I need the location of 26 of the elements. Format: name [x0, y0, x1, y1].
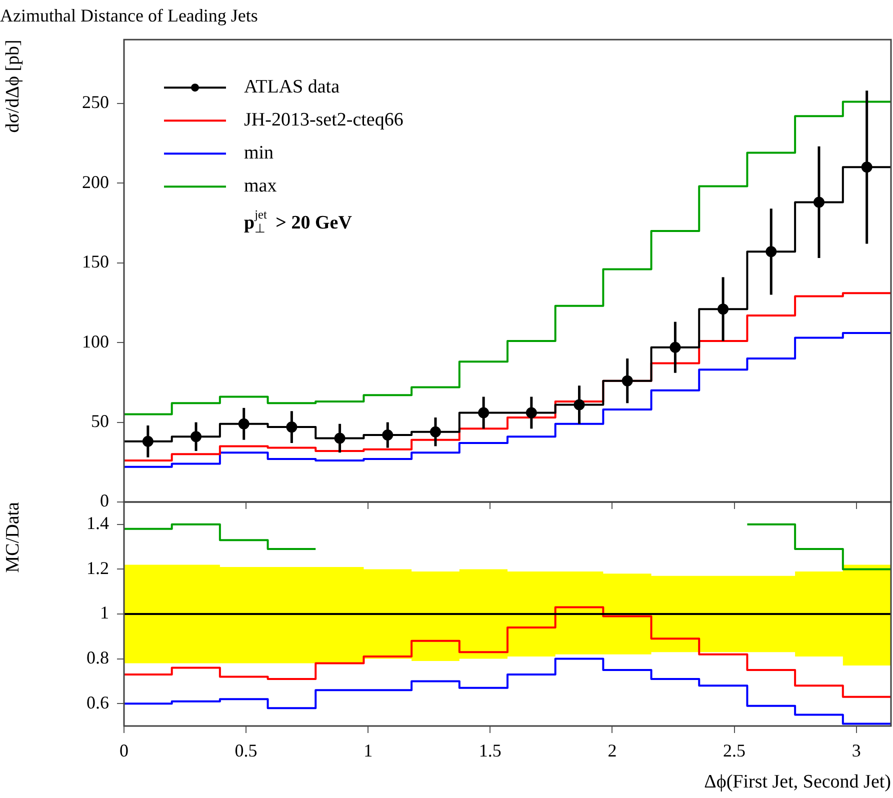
x-axis-title: Δϕ(First Jet, Second Jet) [704, 772, 891, 793]
x-tick-label: 0.5 [234, 740, 258, 761]
legend-label: min [244, 142, 274, 164]
x-tick-label: 0 [120, 740, 128, 761]
y-tick-label: 50 [91, 411, 109, 432]
x-tick-label: 1 [364, 740, 373, 761]
legend-label: JH-2013-set2-cteq66 [244, 110, 404, 131]
x-tick-label: 1.5 [478, 740, 502, 761]
y-tick-label: 150 [82, 252, 109, 272]
x-tick-label: 3 [852, 740, 861, 761]
y-axis-title: dσ/dΔϕ [pb] [2, 40, 24, 133]
y-tick-label: 0.8 [86, 648, 109, 668]
x-tick-label: 2 [608, 740, 617, 761]
y-tick-label: 0 [100, 490, 109, 511]
y-tick-label: 1.2 [86, 558, 109, 578]
x-tick-label: 2.5 [723, 740, 746, 761]
y-tick-label: 0.6 [86, 692, 109, 712]
y-tick-label: 1 [100, 602, 109, 623]
y-tick-label: 100 [82, 331, 109, 352]
y-tick-label: 200 [82, 172, 109, 192]
chart-title: Azimuthal Distance of Leading Jets [0, 6, 258, 26]
y-axis-title: MC/Data [2, 501, 24, 573]
legend-label: ATLAS data [244, 76, 340, 98]
y-tick-label: 250 [82, 92, 109, 112]
legend-label: max [244, 176, 278, 197]
y-tick-label: 1.4 [86, 513, 109, 534]
